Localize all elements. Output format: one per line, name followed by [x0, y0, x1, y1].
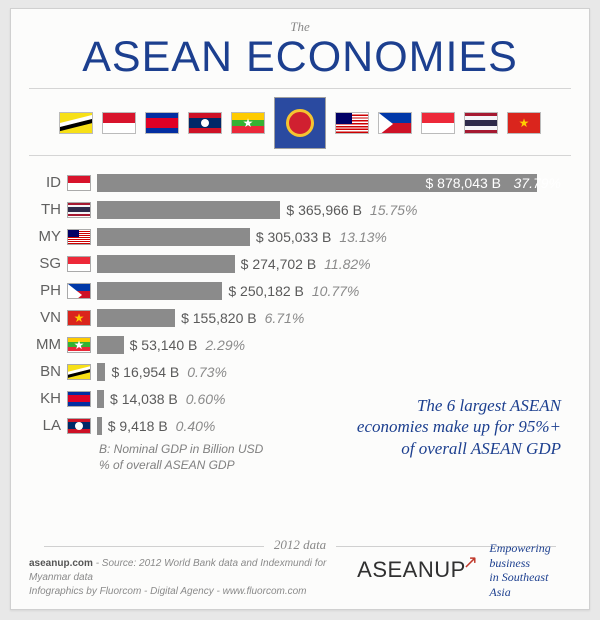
divider-top [29, 88, 571, 89]
bar-pct: 6.71% [265, 310, 305, 326]
flag-row: ★★ [11, 97, 589, 149]
bar [97, 417, 102, 435]
bar-pct: 10.77% [312, 283, 359, 299]
brand-logo: ASEANUP↗ [357, 557, 481, 583]
bar-pct: 37.79% [514, 175, 561, 191]
bar-value: $ 878,043 B [425, 175, 501, 191]
country-code: LA [29, 417, 61, 434]
flag-la [188, 112, 222, 134]
bar-value: $ 9,418 B [108, 418, 168, 434]
flag-sg-icon [67, 256, 91, 272]
flag-th [464, 112, 498, 134]
bar-pct: 15.75% [370, 202, 417, 218]
bar [97, 309, 175, 327]
infographic-card: The ASEAN ECONOMIES ★★ ID$ 878,043 B37.7… [10, 8, 590, 610]
bar-row-ph: PH $ 250,182 B 10.77% [29, 278, 571, 303]
bar-pct: 13.13% [339, 229, 386, 245]
asean-logo [274, 97, 326, 149]
bar-row-my: MY $ 305,033 B 13.13% [29, 224, 571, 249]
flag-mm-icon: ★ [67, 337, 91, 353]
bar-value: $ 53,140 B [130, 337, 198, 353]
country-code: BN [29, 363, 61, 380]
bar-value: $ 305,033 B [256, 229, 332, 245]
bar-row-id: ID $ 878,043 B 37.79% [29, 170, 571, 195]
bar [97, 282, 222, 300]
country-code: VN [29, 309, 61, 326]
flag-kh-icon [67, 391, 91, 407]
bar [97, 363, 105, 381]
country-code: MY [29, 228, 61, 245]
callout-text: The 6 largest ASEAN economies make up fo… [341, 395, 561, 459]
bar-value: $ 16,954 B [111, 364, 179, 380]
arrow-icon: ↗ [463, 552, 479, 572]
source-text: aseanup.com - Source: 2012 World Bank da… [29, 557, 357, 599]
flag-mm: ★ [231, 112, 265, 134]
main-title: ASEAN ECONOMIES [11, 33, 589, 82]
bar [97, 255, 235, 273]
bar [97, 228, 250, 246]
flag-my-icon [67, 229, 91, 245]
bar-row-bn: BN $ 16,954 B 0.73% [29, 359, 571, 384]
country-code: KH [29, 390, 61, 407]
bar-row-mm: MM ★ $ 53,140 B 2.29% [29, 332, 571, 357]
flag-ph [378, 112, 412, 134]
bar-value: $ 365,966 B [286, 202, 362, 218]
footer: aseanup.com - Source: 2012 World Bank da… [29, 541, 571, 599]
bar [97, 201, 280, 219]
flag-la-icon [67, 418, 91, 434]
bar [97, 336, 124, 354]
country-code: TH [29, 201, 61, 218]
bar-row-sg: SG $ 274,702 B 11.82% [29, 251, 571, 276]
bar-pct: 11.82% [324, 256, 370, 272]
flag-th-icon [67, 202, 91, 218]
brand-block: ASEANUP↗ Empowering business in Southeas… [357, 541, 571, 599]
bar [97, 390, 104, 408]
flag-my [335, 112, 369, 134]
country-code: MM [29, 336, 61, 353]
flag-id-icon [67, 175, 91, 191]
bar-row-th: TH $ 365,966 B 15.75% [29, 197, 571, 222]
bar-pct: 0.73% [187, 364, 227, 380]
flag-bn [59, 112, 93, 134]
country-code: PH [29, 282, 61, 299]
bar-value: $ 14,038 B [110, 391, 178, 407]
flag-kh [145, 112, 179, 134]
divider-mid [29, 155, 571, 156]
bar-value: $ 274,702 B [241, 256, 317, 272]
bar-pct: 2.29% [205, 337, 245, 353]
bar-pct: 0.60% [186, 391, 226, 407]
flag-bn-icon [67, 364, 91, 380]
flag-id [102, 112, 136, 134]
flag-vn-icon: ★ [67, 310, 91, 326]
source-site: aseanup.com [29, 558, 93, 569]
brand-tagline: Empowering business in Southeast Asia [489, 541, 571, 599]
bar-value: $ 250,182 B [228, 283, 304, 299]
bar-pct: 0.40% [176, 418, 216, 434]
flag-sg [421, 112, 455, 134]
country-code: SG [29, 255, 61, 272]
flag-ph-icon [67, 283, 91, 299]
bar-value: $ 155,820 B [181, 310, 257, 326]
bar-row-vn: VN ★ $ 155,820 B 6.71% [29, 305, 571, 330]
country-code: ID [29, 174, 61, 191]
flag-vn: ★ [507, 112, 541, 134]
